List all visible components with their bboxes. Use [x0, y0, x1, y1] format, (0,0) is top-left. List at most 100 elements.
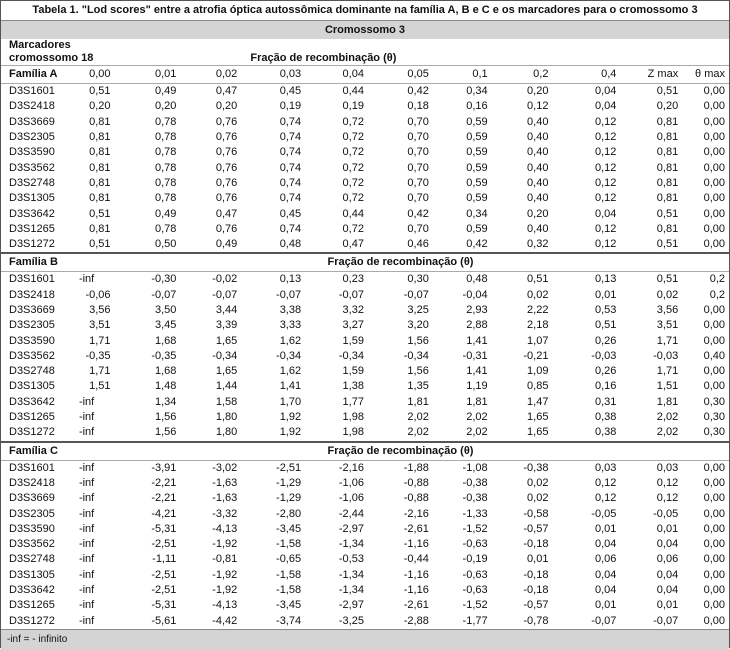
marker-name: D3S2418: [9, 476, 55, 489]
lod-score-cell: 0,81: [656, 161, 679, 174]
lod-score-cell: 0,30: [407, 273, 429, 286]
lod-score-cell: -0,35: [85, 349, 111, 362]
lod-score-cell: -1,16: [403, 568, 429, 581]
marker-name: D3S2305: [9, 319, 55, 332]
family-header-row: Família B Fração de recombinação (θ): [1, 252, 729, 273]
lod-score-cell: 3,50: [155, 304, 177, 316]
marker-name: D3S1265: [9, 599, 55, 612]
lod-score-cell: 0,34: [466, 207, 488, 220]
lod-score-cell: 3,38: [279, 304, 302, 316]
lod-score-cell: 0,47: [342, 238, 364, 251]
lod-score-cell: 0,40: [527, 192, 549, 205]
lod-score-cell: 0,74: [279, 146, 302, 159]
lod-score-cell: 0,45: [279, 207, 302, 220]
lod-score-cell: 1,81: [656, 395, 679, 408]
lod-score-cell: -1,63: [212, 476, 238, 489]
lod-score-cell: 0,47: [215, 207, 238, 220]
lod-score-cell: -0,31: [462, 349, 488, 362]
lod-score-cell: 0,00: [703, 476, 725, 489]
lod-score-cell: 0,02: [527, 476, 549, 489]
lod-score-cell: -0,81: [212, 553, 238, 566]
lod-score-cell: 0,12: [594, 146, 617, 159]
marker-name: D3S2418: [9, 100, 55, 113]
lod-score-cell: 0,00: [703, 161, 725, 174]
marker-name: D3S1305: [9, 568, 55, 581]
lod-score-cell: 0,00: [703, 538, 725, 551]
lod-score-cell: -0,88: [403, 476, 429, 489]
lod-score-cell: 3,20: [407, 319, 429, 332]
lod-score-cell: 1,92: [279, 426, 302, 439]
lod-score-cell: -1,33: [462, 507, 488, 520]
marker-name: D3S1272: [9, 426, 55, 439]
lod-score-cell: 0,00: [703, 614, 725, 627]
lod-score-cell: 0,51: [656, 238, 679, 251]
table-row: D3S2748 -inf -1,11 -0,81 -0,65 -0,53 -0,44 -0,1…: [1, 552, 729, 567]
lod-score-cell: 0,81: [89, 176, 111, 189]
table-row: D3S1265 -inf 1,56 1,80 1,92 1,98 2,02 2,02 1,65 0…: [1, 410, 729, 425]
lod-score-cell: -inf: [78, 522, 95, 535]
lod-score-cell: -2,61: [403, 522, 429, 535]
lod-score-cell: -3,45: [276, 599, 302, 612]
marker-name: D3S3562: [9, 538, 55, 551]
marker-name: D3S2305: [9, 507, 55, 520]
lod-score-cell: 1,51: [656, 380, 679, 393]
table-row: D3S3642 -inf -2,51 -1,92 -1,58 -1,34 -1,16 -0,6…: [1, 583, 729, 598]
lod-score-cell: 0,72: [342, 222, 364, 235]
lod-score-cell: -inf: [78, 538, 95, 551]
lod-score-cell: 1,65: [215, 334, 238, 347]
lod-score-cell: 0,42: [407, 85, 429, 98]
lod-score-cell: 0,44: [342, 207, 364, 220]
lod-score-cell: 0,20: [89, 100, 111, 113]
theta-column-header: 0,1: [432, 65, 492, 84]
lod-score-cell: 1,68: [155, 365, 177, 378]
lod-score-cell: 1,58: [215, 395, 238, 408]
lod-score-cell: 0,04: [594, 85, 617, 98]
lod-score-cell: -inf: [78, 507, 95, 520]
lod-score-cell: 0,31: [594, 395, 617, 408]
marker-name: D3S2748: [9, 553, 55, 566]
lod-score-cell: 0,78: [155, 131, 177, 144]
lod-score-cell: -0,07: [276, 288, 302, 301]
lod-score-cell: 0,59: [466, 115, 488, 128]
lod-score-cell: 1,81: [407, 395, 429, 408]
lod-score-cell: 2,93: [466, 304, 488, 316]
lod-score-cell: 0,51: [656, 207, 679, 220]
lod-score-cell: -2,21: [151, 492, 177, 505]
lod-score-cell: 2,02: [407, 411, 429, 424]
table-row: D3S3590 0,81 0,78 0,76 0,74 0,72 0,70 0,59 0,40 0…: [1, 145, 729, 160]
lod-score-cell: -1,06: [338, 476, 364, 489]
lod-score-cell: -1,29: [276, 492, 302, 505]
lod-score-cell: -2,16: [403, 507, 429, 520]
lod-score-cell: 0,2: [709, 273, 725, 286]
lod-score-cell: 0,00: [703, 176, 725, 189]
family-header-row: Família C Fração de recombinação (θ): [1, 440, 729, 461]
lod-score-cell: 0,00: [703, 192, 725, 205]
lod-score-cell: 0,78: [155, 192, 177, 205]
lod-score-cell: -0,53: [338, 553, 364, 566]
lod-score-cell: 0,81: [89, 115, 111, 128]
lod-score-cell: 0,46: [407, 238, 429, 251]
marker-name: D3S3590: [9, 522, 55, 535]
lod-score-cell: 0,00: [703, 365, 725, 378]
lod-score-cell: -inf: [78, 599, 95, 612]
lod-score-cell: 0,81: [656, 115, 679, 128]
lod-score-cell: -inf: [78, 492, 95, 505]
lod-score-cell: -0,88: [403, 492, 429, 505]
table-row: D3S2418 -inf -2,21 -1,63 -1,29 -1,06 -0,88 -0,3…: [1, 476, 729, 491]
lod-score-cell: 0,12: [656, 476, 679, 489]
lod-score-cell: -0,38: [462, 492, 488, 505]
table-row: D3S2418 0,20 0,20 0,20 0,19 0,19 0,18 0,16 0,12 0…: [1, 99, 729, 114]
lod-score-cell: -2,44: [338, 507, 364, 520]
marker-name: D3S3562: [9, 161, 55, 174]
table-title: Tabela 1. "Lod scores" entre a atrofia ó…: [1, 1, 729, 21]
lod-score-cell: 0,40: [527, 222, 549, 235]
lod-score-cell: 0,04: [594, 538, 617, 551]
lod-score-cell: 1,71: [89, 334, 111, 347]
lod-score-cell: 2,02: [656, 426, 679, 439]
lod-score-cell: 1,71: [656, 365, 679, 378]
table-row: D3S1305 1,51 1,48 1,44 1,41 1,38 1,35 1,19 0,85 0…: [1, 379, 729, 394]
lod-score-cell: 0,78: [155, 176, 177, 189]
lod-score-cell: 0,81: [656, 222, 679, 235]
lod-score-cell: 1,09: [527, 365, 549, 378]
lod-score-cell: -0,35: [151, 349, 177, 362]
